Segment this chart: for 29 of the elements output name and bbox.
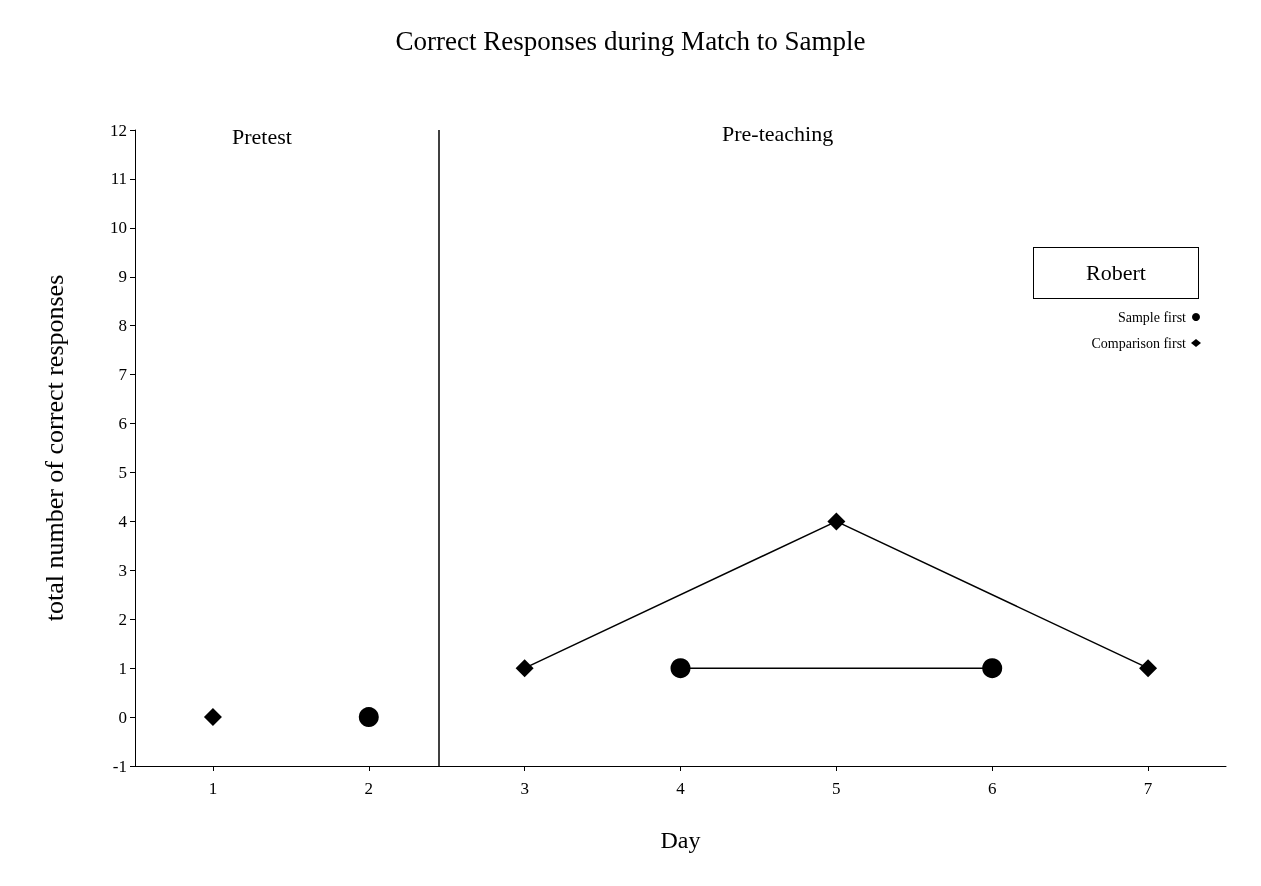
x-tick-label: 1 bbox=[208, 779, 218, 798]
y-tick-label: 4 bbox=[118, 511, 128, 531]
y-tick-label: 6 bbox=[118, 414, 127, 434]
y-tick-label: 12 bbox=[110, 120, 127, 140]
y-tick-label: 8 bbox=[118, 316, 127, 336]
x-tick-label: 6 bbox=[987, 779, 997, 798]
annotation: Robert bbox=[1033, 247, 1199, 299]
y-tick-label: 10 bbox=[110, 218, 127, 238]
y-tick-label: 9 bbox=[118, 267, 127, 287]
y-tick-label: 5 bbox=[118, 462, 127, 482]
x-tick-label: 4 bbox=[676, 779, 686, 798]
x-tick-label: 2 bbox=[364, 779, 374, 798]
y-tick-label: -1 bbox=[112, 756, 127, 776]
chart-title: Correct Responses during Match to Sample bbox=[395, 25, 866, 56]
y-tick-label: 1 bbox=[118, 658, 127, 678]
legend-label: Comparison first bbox=[1091, 335, 1187, 351]
x-tick-label: 3 bbox=[520, 779, 529, 798]
y-tick-label: 7 bbox=[118, 365, 128, 385]
annotation: Pretest bbox=[232, 123, 292, 149]
x-tick-label: 5 bbox=[832, 779, 841, 798]
y-axis-title: total number of correct responses bbox=[39, 274, 69, 622]
y-tick-label: 11 bbox=[110, 169, 127, 189]
x-axis-title: Day bbox=[660, 827, 701, 853]
annotation: Pre-teaching bbox=[722, 120, 834, 146]
y-tick-label: 2 bbox=[118, 609, 127, 629]
legend-label: Sample first bbox=[1117, 309, 1187, 325]
y-tick-label: 0 bbox=[118, 707, 127, 727]
x-tick-label: 7 bbox=[1143, 779, 1153, 798]
y-tick-label: 3 bbox=[118, 560, 127, 580]
